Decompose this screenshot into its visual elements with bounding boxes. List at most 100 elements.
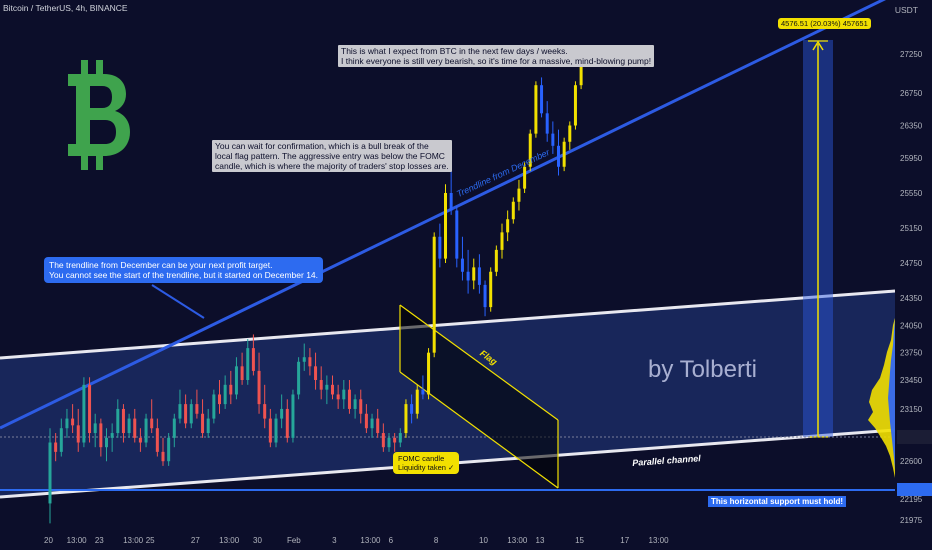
candle [201,413,205,434]
author-watermark: by Tolberti [648,356,757,383]
projection-candle [438,236,442,259]
projection-candle [517,188,521,202]
price-tick-label: 26750 [900,89,923,98]
candle [297,361,301,395]
time-tick-label: 10 [479,536,488,545]
price-tick-label: 24350 [900,294,923,303]
candle [195,404,199,414]
flag-fill [400,305,558,488]
candle [364,413,368,429]
top-note-line-1: This is what I expect from BTC in the ne… [341,46,568,56]
candle [65,418,69,429]
candle [314,366,318,380]
time-tick-label: 17 [620,536,629,545]
projection-candle [489,271,493,308]
time-tick-label: 13:00 [649,536,670,545]
candle [59,428,63,452]
candle [212,394,216,419]
candle [251,348,255,371]
mid-note: You can wait for confirmation, which is … [212,140,452,172]
volume-profile-blue [888,320,895,470]
time-tick-label: 13:00 [123,536,144,545]
projection-candle [579,49,583,86]
candle [319,380,323,390]
target-box [803,40,833,438]
candle [88,384,92,434]
projection-candle [506,219,510,233]
projection-candle [500,232,504,250]
candle [150,418,154,429]
candle [280,408,284,419]
blue-note-line-1: The trendline from December can be your … [49,260,273,270]
candle [285,408,289,438]
candle [291,394,295,438]
projection-candle [483,284,487,308]
projection-candle [545,113,549,134]
candle [54,442,58,452]
projection-candle [523,166,527,189]
projection-candle [404,404,408,434]
mid-note-line-3: candle, which is where the majority of t… [215,161,449,171]
projection-candle [551,133,555,146]
candle [82,384,86,443]
candle [133,418,137,438]
projection-candle [410,404,414,414]
candle [178,404,182,419]
price-tick-label: 25150 [900,224,923,233]
time-tick-label: 25 [146,536,155,545]
time-tick-label: Feb [287,536,301,545]
blue-note-line-2: You cannot see the start of the trendlin… [49,270,319,280]
projection-candle [421,389,425,395]
candle [302,357,306,362]
channel-top-line [0,289,896,360]
candle [347,389,351,409]
candle [376,418,380,434]
projection-candle [528,133,532,167]
candle [308,357,312,367]
time-tick-label: 8 [434,536,439,545]
time-tick-label: 3 [332,536,337,545]
price-tick-label: 25950 [900,154,923,163]
price-tick-label: 26350 [900,122,923,131]
projection-candle [568,125,572,142]
fomc-note-line-2: Liquidity taken ✓ [398,463,455,472]
time-tick-label: 30 [253,536,262,545]
projection-candle [573,85,577,126]
fomc-note: FOMC candle Liquidity taken ✓ [393,452,460,474]
flag-pattern [399,304,559,489]
candle [206,418,210,434]
support-label: This horizontal support must hold! [708,496,846,507]
candle [274,418,278,443]
price-tick-label: 23750 [900,349,923,358]
price-tick-label: 22195 [900,495,923,504]
price-tick-label: 24750 [900,259,923,268]
candle [268,418,272,443]
time-tick-label: 15 [575,536,584,545]
time-axis: 20 13:00 23 13:00 25 27 13:00 30 Feb 3 13:00 6 8 10 13… [44,536,669,545]
candle [189,404,193,424]
projection-candle [562,141,566,167]
price-tick-label: 22600 [900,457,923,466]
projection-candle [449,193,453,211]
candle [218,394,221,405]
candle [387,437,391,448]
blue-note-pointer [151,284,205,319]
projection-candle [472,267,476,281]
projection-candle [432,236,436,353]
projection-candle [427,352,431,395]
time-tick-label: 13:00 [507,536,528,545]
candle [110,433,114,438]
price-unit-label: USDT [894,5,918,15]
candle [76,425,80,443]
candle [353,399,357,409]
price-tick-label: 21975 [900,516,923,525]
price-axis-bg [895,0,932,550]
top-note-line-2: I think everyone is still very bearish, … [341,56,652,66]
trendline-target-note: The trendline from December can be your … [44,257,324,283]
bitcoin-logo-icon [68,60,130,170]
projection-candle [557,145,560,167]
trendline-from-december [0,0,887,430]
price-tick-label: 24050 [900,321,923,330]
candle [121,408,125,434]
